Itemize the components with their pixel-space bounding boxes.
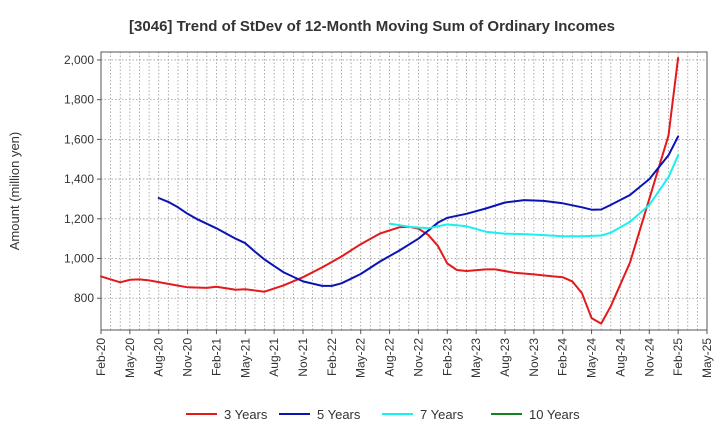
x-tick-label: Feb-21 [209, 338, 223, 376]
series-line-3-years [100, 57, 680, 325]
x-tick-label: Nov-23 [527, 338, 541, 377]
x-tick-label: Feb-25 [671, 338, 685, 376]
plot-area [101, 52, 707, 330]
y-axis: 800 1,000 1,200 1,400 1,600 1,800 2,000 [64, 53, 101, 305]
legend-label: 10 Years [529, 407, 580, 422]
x-axis: Feb-20 May-20 Aug-20 Nov-20 Feb-21 May-21 Aug-… [94, 330, 714, 378]
x-tick-label: Nov-21 [296, 338, 310, 377]
legend-label: 5 Years [317, 407, 361, 422]
x-tick-label: May-25 [700, 338, 714, 378]
y-tick-label: 1,600 [64, 132, 94, 146]
x-tick-label: May-24 [585, 338, 599, 378]
x-tick-label: May-21 [238, 338, 252, 378]
x-tick-label: Aug-22 [383, 338, 397, 377]
legend: 3 Years 5 Years 7 Years 10 Years [186, 407, 580, 422]
y-tick-label: 2,000 [64, 53, 94, 67]
x-tick-label: Feb-24 [556, 338, 570, 376]
legend-label: 3 Years [224, 407, 268, 422]
x-tick-label: Feb-20 [94, 338, 108, 376]
x-tick-label: Aug-24 [613, 338, 627, 377]
x-tick-label: Aug-21 [267, 338, 281, 377]
y-tick-label: 1,400 [64, 172, 94, 186]
x-tick-label: Nov-24 [642, 338, 656, 377]
x-tick-label: Nov-22 [411, 338, 425, 377]
chart-title: [3046] Trend of StDev of 12-Month Moving… [129, 18, 615, 35]
plot-frame [100, 51, 708, 331]
series-layer [100, 57, 680, 325]
y-tick-label: 1,200 [64, 212, 94, 226]
x-tick-label: Nov-20 [181, 338, 195, 377]
series-line-7-years [388, 154, 680, 238]
y-axis-label: Amount (million yen) [7, 132, 22, 251]
y-tick-label: 1,000 [64, 252, 94, 266]
x-tick-label: May-22 [354, 338, 368, 378]
x-tick-label: Feb-22 [325, 338, 339, 376]
legend-label: 7 Years [420, 407, 464, 422]
series-line-5-years [157, 135, 680, 287]
y-tick-label: 1,800 [64, 93, 94, 107]
x-tick-label: Aug-23 [498, 338, 512, 377]
x-tick-label: Aug-20 [152, 338, 166, 377]
x-tick-label: May-20 [123, 338, 137, 378]
x-tick-label: May-23 [469, 338, 483, 378]
x-tick-label: Feb-23 [440, 338, 454, 376]
y-tick-label: 800 [74, 291, 94, 305]
